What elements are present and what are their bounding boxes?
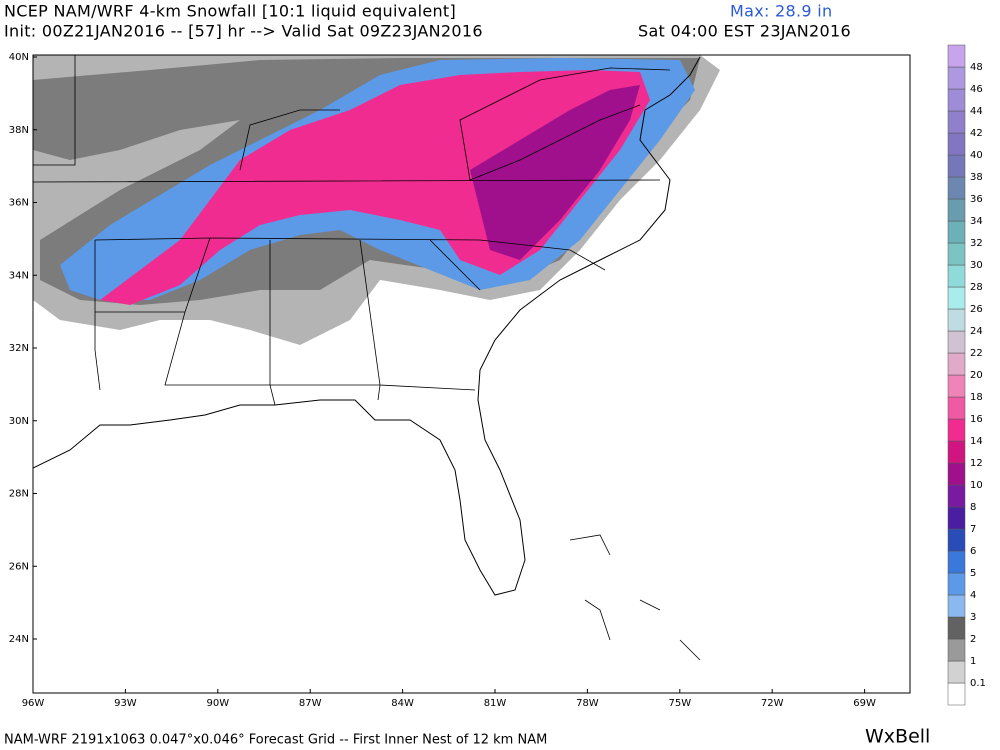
lat-label: 30N [9,416,29,427]
colorbar-box [947,330,966,354]
lon-label: 84W [391,698,414,709]
lon-label: 72W [761,698,784,709]
lon-label: 75W [668,698,691,709]
colorbar-box [947,110,966,134]
colorbar-label: 48 [970,62,983,73]
logo: WxBell [865,726,930,748]
colorbar-label: 34 [970,216,983,227]
lat-label: 24N [9,634,29,645]
lat-label: 36N [9,198,29,209]
lat-label: 32N [9,343,29,354]
colorbar-box [947,682,966,706]
colorbar-label: 5 [970,568,976,579]
colorbar-box [947,484,966,508]
colorbar-box [947,88,966,112]
lat-label: 34N [9,270,29,281]
colorbar-label: 7 [970,524,976,535]
colorbar-box [947,66,966,90]
colorbar-label: 18 [970,392,983,403]
colorbar-box [947,396,966,420]
lon-label: 87W [299,698,322,709]
colorbar-box [947,286,966,310]
colorbar-label: 12 [970,458,983,469]
lat-label: 40N [9,52,29,63]
colorbar-box [947,506,966,530]
colorbar-label: 38 [970,172,983,183]
colorbar-label: 10 [970,480,983,491]
colorbar-label: 4 [970,590,976,601]
colorbar-box [947,264,966,288]
colorbar-label: 36 [970,194,983,205]
colorbar-label: 40 [970,150,983,161]
lat-label: 38N [9,125,29,136]
colorbar-label: 16 [970,414,983,425]
colorbar-box [947,198,966,222]
colorbar-label: 6 [970,546,976,557]
colorbar-box [947,308,966,332]
init-line: Init: 00Z21JAN2016 -- [57] hr --> Valid … [4,22,483,41]
state-lines [33,55,671,406]
footer-grid: NAM-WRF 2191x1063 0.047°x0.046° Forecast… [4,733,547,748]
colorbar-box [947,462,966,486]
colorbar-box [947,594,966,618]
lon-label: 93W [114,698,137,709]
colorbar-box [947,352,966,376]
colorbar-label: 28 [970,282,983,293]
colorbar-label: 26 [970,304,983,315]
colorbar-label: 32 [970,238,983,249]
colorbar-label: 22 [970,348,983,359]
colorbar-label: 3 [970,612,976,623]
colorbar-box [947,374,966,398]
bahamas [569,534,701,661]
colorbar-box [947,616,966,640]
colorbar-label: 20 [970,370,983,381]
colorbar-box [947,440,966,464]
colorbar-box [947,176,966,200]
colorbar-box [947,132,966,156]
lat-label: 26N [9,561,29,572]
colorbar-label: 1 [970,656,976,667]
colorbar-box [947,660,966,684]
colorbar-label: 42 [970,128,983,139]
snow-purple [470,85,640,260]
map-frame [32,54,911,694]
coastline [33,56,701,596]
valid-time: Sat 04:00 EST 23JAN2016 [638,22,851,41]
map-area [32,54,911,694]
colorbar-label: 44 [970,106,983,117]
lat-label: 28N [9,489,29,500]
colorbar-label: 46 [970,84,983,95]
colorbar-label: 24 [970,326,983,337]
lon-label: 81W [484,698,507,709]
colorbar-box [947,220,966,244]
lon-label: 96W [22,698,45,709]
colorbar-box [947,242,966,266]
colorbar-label: 0.1 [970,678,986,689]
max-value: Max: 28.9 in [730,2,832,21]
colorbar-box [947,44,966,68]
colorbar-label: 8 [970,502,976,513]
lon-label: 78W [576,698,599,709]
colorbar-box [947,528,966,552]
lon-label: 69W [853,698,876,709]
title: NCEP NAM/WRF 4-km Snowfall [10:1 liquid … [4,2,456,21]
lon-label: 90W [206,698,229,709]
colorbar-box [947,154,966,178]
colorbar-box [947,638,966,662]
colorbar-box [947,418,966,442]
colorbar-label: 30 [970,260,983,271]
colorbar-box [947,572,966,596]
colorbar-box [947,550,966,574]
colorbar-label: 14 [970,436,983,447]
colorbar-label: 2 [970,634,976,645]
